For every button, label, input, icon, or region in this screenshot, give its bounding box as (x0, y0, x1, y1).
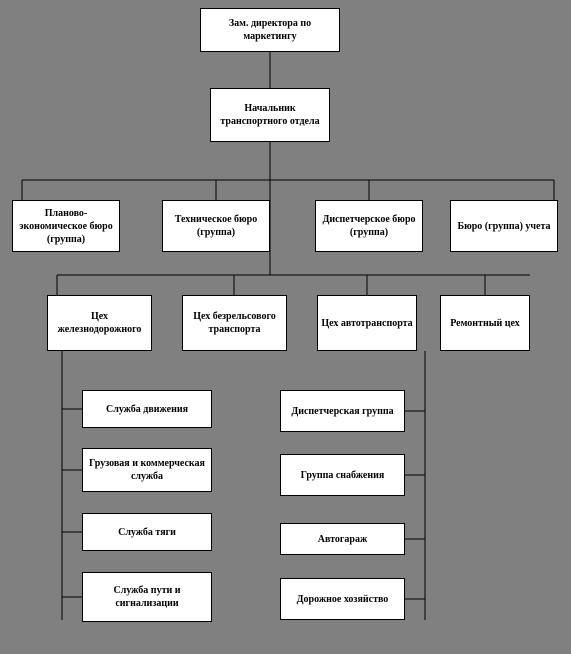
node-workshop-2: Цех безрельсового транспорта (182, 295, 287, 351)
node-workshop-3: Цех автотранспорта (317, 295, 417, 351)
node-service-r1: Диспетчерская группа (280, 390, 405, 432)
node-service-r3: Автогараж (280, 523, 405, 555)
node-bureau-4: Бюро (группа) учета (450, 200, 558, 252)
node-workshop-4: Ремонтный цех (440, 295, 530, 351)
node-service-l1: Служба движения (82, 390, 212, 428)
node-bureau-3: Диспетчерское бюро (группа) (315, 200, 423, 252)
node-service-l2: Грузовая и коммерческая служба (82, 448, 212, 492)
node-head: Начальник транспортного отдела (210, 88, 330, 142)
node-bureau-2: Техническое бюро (группа) (162, 200, 270, 252)
node-workshop-1: Цех железнодорожного (47, 295, 152, 351)
node-service-l4: Служба пути и сигнализации (82, 572, 212, 622)
node-root: Зам. директора по маркетингу (200, 8, 340, 52)
node-service-r4: Дорожное хозяйство (280, 578, 405, 620)
node-service-r2: Группа снабжения (280, 454, 405, 496)
node-service-l3: Служба тяги (82, 513, 212, 551)
node-bureau-1: Планово-экономическое бюро (группа) (12, 200, 120, 252)
